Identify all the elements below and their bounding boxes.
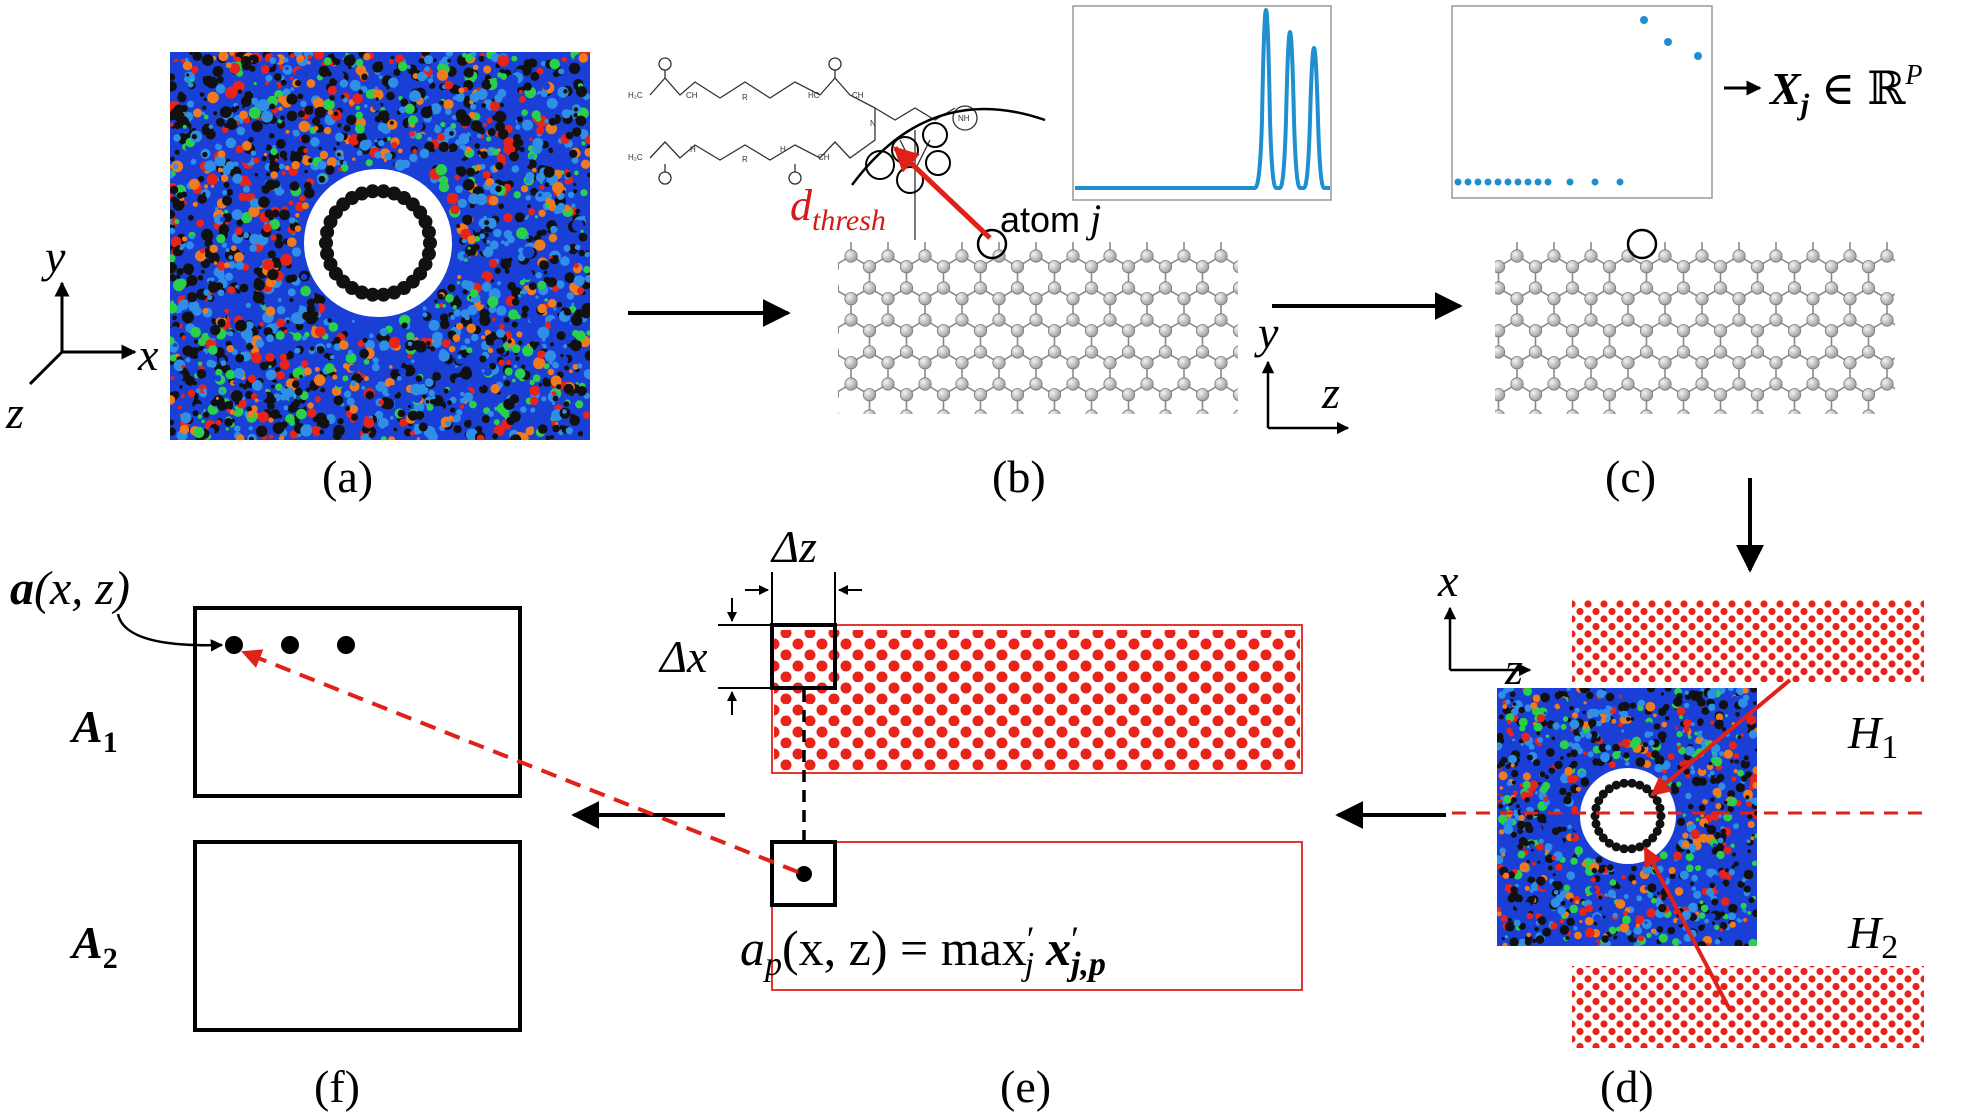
dot-2: [281, 636, 299, 654]
dot-3: [337, 636, 355, 654]
feature-vector-label: Xj ∈ ℝP: [1768, 60, 1922, 121]
axes-b: y z: [1254, 307, 1350, 435]
panel-label-f: (f): [314, 1061, 360, 1112]
arrow-h1: [1650, 678, 1792, 797]
svg-text:R: R: [742, 93, 748, 102]
map-grid-bottom: [771, 841, 1303, 991]
atom-j-marker-c: [1626, 228, 1658, 260]
label-h2: H2: [1847, 907, 1898, 966]
label-a2: A2: [69, 917, 118, 975]
graphene-sheet-b: [838, 242, 1238, 414]
map-a1: [193, 606, 522, 798]
panel-d-snapshot: [1497, 688, 1757, 946]
panel-label-d: (d): [1600, 1061, 1654, 1112]
map-cell: [770, 840, 837, 907]
axis-label-x-d: x: [1437, 555, 1459, 606]
feature-plot: [1451, 5, 1713, 199]
atom-j-marker-b: [976, 228, 1008, 260]
sheet-atoms-top: [774, 630, 1300, 770]
molecule-sketch: [649, 57, 978, 240]
svg-text:CH: CH: [686, 91, 698, 100]
pointer-a: [116, 613, 224, 652]
panel-label-a: (a): [322, 451, 373, 502]
svg-text:CH: CH: [852, 91, 864, 100]
map-point: [796, 866, 812, 882]
dim-dx: [718, 598, 772, 715]
d-thresh-arrow: [893, 146, 992, 240]
cutoff-arc: [850, 107, 1046, 186]
axis-label-z-b: z: [1321, 367, 1340, 418]
a-xz-label: a(x, z): [10, 562, 130, 615]
signal-plot: [1072, 5, 1332, 201]
map-arrow-red: [241, 649, 799, 874]
formula-label: ap(x, z) = max′ j x′ j,p: [740, 919, 1106, 983]
axis-label-y-a: y: [41, 231, 66, 282]
panel-label-c: (c): [1605, 451, 1656, 502]
atom-j-label: atom j: [1000, 196, 1101, 241]
d-thresh-label: dthresh: [790, 181, 886, 237]
svg-text:H: H: [690, 145, 696, 154]
graphene-sheet-c: [1495, 242, 1895, 414]
half-sheet-h2: [1572, 966, 1924, 1048]
axis-label-x-a: x: [137, 329, 159, 380]
label-dx: Δx: [658, 631, 708, 682]
panel-label-e: (e): [1000, 1061, 1051, 1112]
axis-label-z-d: z: [1504, 643, 1523, 694]
map-a2: [193, 840, 522, 1032]
atom-speckle-a: [170, 52, 590, 440]
axes-a: y x z: [5, 231, 159, 438]
svg-text:H₂C: H₂C: [628, 91, 643, 100]
molecule-labels: H₂C CH R HC CH H₂C H R H CH N NH: [628, 91, 970, 164]
grid-cell: [770, 623, 837, 690]
svg-text:R: R: [742, 155, 748, 164]
dot-1: [225, 636, 243, 654]
panel-label-b: (b): [992, 451, 1046, 502]
arrow-h2: [1643, 846, 1732, 1011]
label-h1: H1: [1847, 707, 1898, 766]
label-a1: A1: [69, 701, 118, 759]
svg-text:H: H: [780, 145, 786, 154]
signal-curve: [1075, 7, 1330, 190]
svg-text:CH: CH: [818, 153, 830, 162]
axes-d: x z: [1437, 555, 1532, 694]
axis-label-z-a: z: [5, 387, 24, 438]
panel-a: [170, 52, 590, 440]
half-sheet-h1: [1572, 600, 1924, 682]
axis-label-y-b: y: [1254, 307, 1279, 358]
svg-text:NH: NH: [958, 114, 970, 123]
svg-text:HC: HC: [808, 91, 820, 100]
svg-text:H₂C: H₂C: [628, 153, 643, 162]
label-dz: Δz: [770, 521, 817, 572]
nanotube-ring-a: [319, 184, 437, 302]
svg-text:N: N: [870, 119, 876, 128]
dim-dz: [745, 572, 862, 625]
